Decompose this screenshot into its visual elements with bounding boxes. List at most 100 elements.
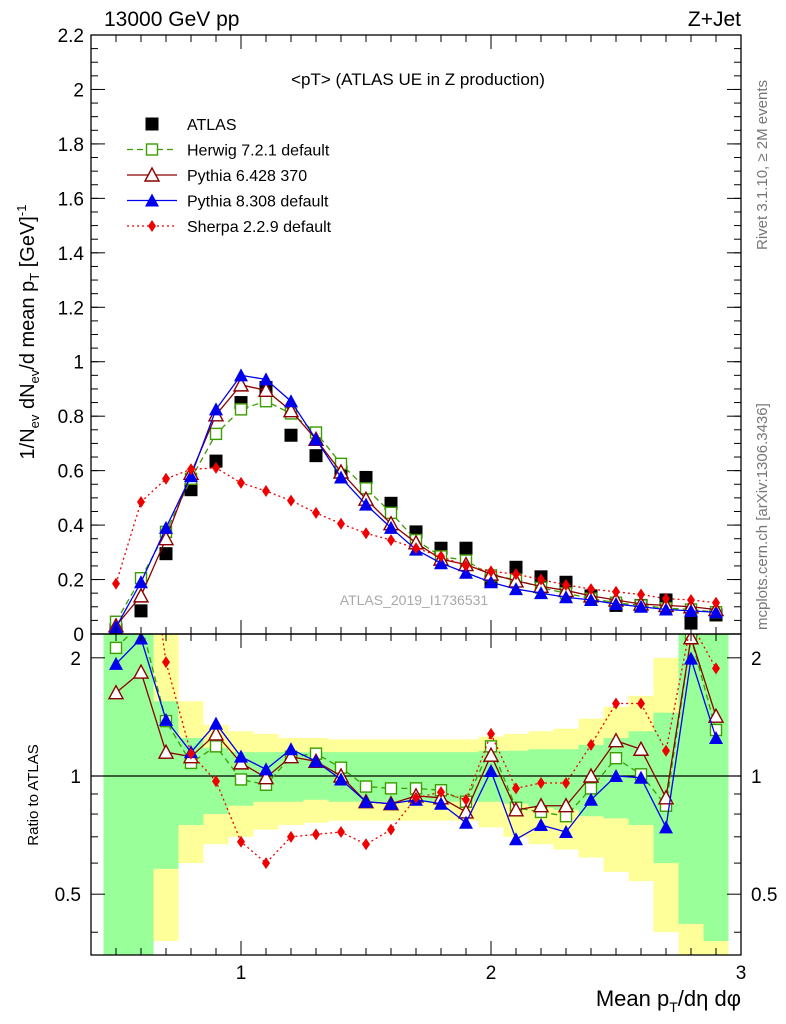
ratio-series-3-point (487, 727, 495, 740)
series-3-point (309, 432, 323, 446)
series-4-point (587, 583, 595, 596)
ratio-series-1-point (557, 797, 575, 813)
series-4-point (237, 476, 245, 489)
series-1-point (209, 427, 223, 441)
ratio-series-1-point (707, 707, 725, 723)
ratio-series-2-point (584, 792, 598, 806)
series-3-point (559, 590, 573, 604)
series-2-point (232, 376, 250, 392)
ratio-series-1-point (532, 797, 550, 813)
series-4-point (412, 542, 420, 555)
ratio-series-3-point (587, 738, 595, 751)
series-4-point (637, 588, 645, 601)
ratio-series-1-point (132, 663, 150, 679)
x-tick-label: 1 (236, 963, 247, 984)
ratio-series-1-point (632, 740, 650, 756)
ratio-series-1-point (607, 732, 625, 748)
series-4-point (262, 485, 270, 498)
x-axis-label: Mean pT/dη dφ (596, 986, 741, 1015)
legend-label: Herwig 7.2.1 default (187, 143, 330, 160)
series-0-point (209, 454, 223, 468)
ratio-series-1-point (207, 725, 225, 741)
series-4-point (612, 585, 620, 598)
series-4-point (712, 596, 720, 609)
series-0-point (384, 496, 398, 510)
ratio-series-2-point (709, 730, 723, 744)
series-3-point (334, 470, 348, 484)
ratio-series-3-point (537, 776, 545, 789)
series-3-point (109, 620, 123, 634)
series-3-point (259, 372, 273, 386)
series-4-point (187, 463, 195, 476)
legend-label: Pythia 6.428 370 (187, 168, 307, 185)
series-4-point (112, 577, 120, 590)
series-4-point (162, 472, 170, 485)
ratio-series-1-point (282, 748, 300, 764)
ratio-series-2-point (259, 762, 273, 776)
series-4-point (287, 494, 295, 507)
ratio-series-2-point (509, 832, 523, 846)
ratio-series-2-point (109, 656, 123, 670)
ratio-series-0-point (359, 780, 373, 793)
series-0-point (459, 541, 473, 555)
ratio-series-2-point (434, 796, 448, 810)
ratio-series-0-point (109, 641, 123, 655)
ratio-series-2-point (659, 820, 673, 834)
ratio-series-1-point (107, 684, 125, 700)
ratio-series-3-point (187, 747, 195, 760)
series-4-point (337, 517, 345, 530)
series-3-point (209, 402, 223, 416)
main-y-tick-label: 1 (73, 353, 84, 374)
ratio-series-2-point (684, 651, 698, 665)
ratio-series-3-point (462, 793, 470, 806)
legend-marker (148, 220, 156, 232)
ratio-series-2-point (459, 815, 473, 829)
series-3-point (384, 520, 398, 534)
ratio-series-0-point (609, 752, 623, 765)
main-y-tick-label: 0.8 (58, 407, 84, 428)
series-4-point (512, 568, 520, 581)
series-4-point (537, 573, 545, 586)
axes: 0 0.2 0.4 0.6 0.8 1 1.2 1.4 1.6 1.8 2 2.2 1 2 3 0.5 0.5 1… (55, 26, 778, 984)
ratio-series-2-point (284, 742, 298, 756)
series-3-point (509, 582, 523, 596)
series-2-point (257, 381, 275, 398)
ratio-series-3-point (562, 776, 570, 789)
series-4-point (687, 593, 695, 606)
main-y-tick-label: 1.8 (58, 135, 84, 156)
series-4-point (662, 592, 670, 605)
series-4-point (387, 534, 395, 547)
series-3-point (659, 602, 673, 616)
ratio-series-3-point (662, 744, 670, 757)
ratio-series-3-point (512, 782, 520, 795)
legend-marker (143, 166, 161, 182)
series-3-point (434, 556, 448, 570)
ratio-series-2-point (634, 770, 648, 784)
series-0-point (684, 616, 698, 630)
main-y-tick-label: 0 (73, 625, 84, 646)
series-0-point (159, 547, 173, 561)
series-3-point (634, 599, 648, 613)
series-4-point (137, 495, 145, 508)
series-4-point (562, 578, 570, 591)
ratio-series-1-point (257, 769, 275, 785)
series-2-line (115, 384, 717, 627)
ratio-series-1-point (507, 801, 525, 817)
series-3-point (534, 586, 548, 600)
process-label: Z+Jet (688, 8, 741, 31)
energy-label: 13000 GeV pp (104, 8, 239, 31)
legend-label: ATLAS (187, 117, 237, 134)
series-3-point (609, 597, 623, 611)
ratio-series-2-point (234, 749, 248, 763)
main-y-axis-label: 1/Nev dNev/d mean pT [GeV]-1 (14, 205, 42, 460)
ratio-series-0-point (209, 740, 223, 753)
legend-marker (145, 193, 159, 207)
ratio-series-3-point (387, 823, 395, 836)
series-3-point (709, 605, 723, 619)
ratio-plot-series (107, 634, 725, 870)
ratio-y-tick-label: 0.5 (751, 885, 777, 906)
series-1-point (259, 395, 273, 408)
ratio-series-3-point (337, 826, 345, 839)
ratio-series-2-point (384, 796, 398, 810)
series-2-point (282, 402, 300, 418)
